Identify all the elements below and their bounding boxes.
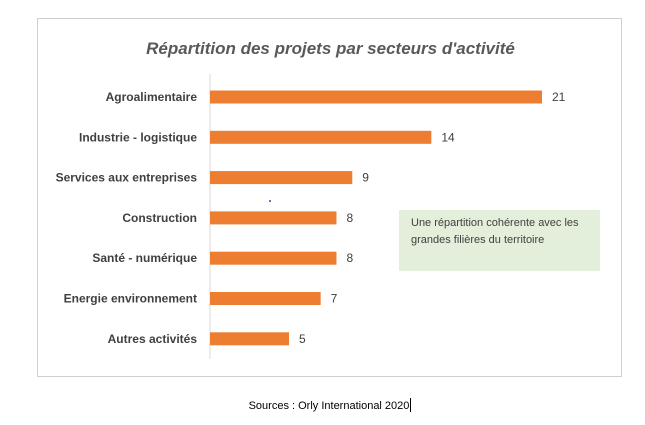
data-label: 8 (346, 211, 353, 225)
data-label: 21 (552, 90, 566, 104)
data-label: 5 (299, 332, 306, 346)
bar (210, 90, 542, 104)
bar (210, 251, 337, 265)
bars-group: Agroalimentaire 21 Industrie - logistique 1… (56, 90, 566, 346)
data-label: 9 (362, 171, 369, 185)
category-label: Industrie - logistique (79, 130, 197, 144)
text-cursor (410, 398, 412, 412)
data-label: 14 (441, 130, 455, 144)
category-label: Santé - numérique (92, 251, 197, 265)
bar (210, 292, 321, 305)
source-caption: Sources : Orly International 2020 (0, 398, 645, 412)
stray-dot (269, 200, 271, 202)
bar (210, 171, 353, 185)
category-label: Services aux entreprises (56, 171, 198, 185)
category-label: Construction (122, 211, 197, 225)
category-label: Energie environnement (64, 292, 197, 306)
category-label: Agroalimentaire (106, 90, 198, 104)
bar-chart: Agroalimentaire 21 Industrie - logistique 1… (56, 74, 566, 359)
bar (210, 332, 290, 346)
source-text: Sources : Orly International 2020 (248, 400, 410, 412)
bar (210, 130, 432, 144)
category-label: Autres activités (108, 332, 198, 346)
bar (210, 211, 337, 225)
annotation-box: Une répartition cohérente avec les grand… (399, 210, 600, 271)
chart-frame: Répartition des projets par secteurs d'a… (37, 18, 622, 377)
data-label: 7 (331, 292, 338, 306)
data-label: 8 (346, 251, 353, 265)
chart-title: Répartition des projets par secteurs d'a… (146, 39, 515, 58)
